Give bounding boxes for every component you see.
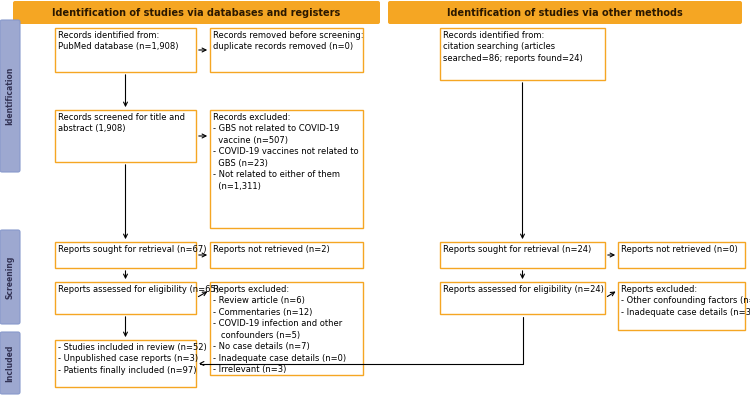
FancyBboxPatch shape — [55, 340, 196, 387]
Text: Screening: Screening — [5, 255, 14, 299]
Text: Identification of studies via other methods: Identification of studies via other meth… — [447, 8, 682, 17]
FancyBboxPatch shape — [210, 282, 363, 375]
FancyBboxPatch shape — [210, 110, 363, 228]
FancyBboxPatch shape — [210, 28, 363, 72]
Text: Reports sought for retrieval (n=24): Reports sought for retrieval (n=24) — [443, 245, 591, 254]
FancyBboxPatch shape — [0, 332, 20, 394]
FancyBboxPatch shape — [55, 28, 196, 72]
FancyBboxPatch shape — [0, 20, 20, 172]
Text: Identification: Identification — [5, 67, 14, 125]
Text: Records screened for title and
abstract (1,908): Records screened for title and abstract … — [58, 113, 185, 134]
Text: Records removed before screening:
duplicate records removed (n=0): Records removed before screening: duplic… — [213, 31, 364, 51]
FancyBboxPatch shape — [210, 242, 363, 268]
FancyBboxPatch shape — [55, 282, 196, 314]
FancyBboxPatch shape — [440, 282, 605, 314]
Text: Reports not retrieved (n=0): Reports not retrieved (n=0) — [621, 245, 738, 254]
FancyBboxPatch shape — [0, 230, 20, 324]
FancyBboxPatch shape — [440, 242, 605, 268]
Text: Reports assessed for eligibility (n=24): Reports assessed for eligibility (n=24) — [443, 285, 604, 294]
Text: Reports excluded:
- Review article (n=6)
- Commentaries (n=12)
- COVID-19 infect: Reports excluded: - Review article (n=6)… — [213, 285, 346, 374]
Text: Records identified from:
citation searching (articles
searched=86; reports found: Records identified from: citation search… — [443, 31, 583, 63]
Text: - Studies included in review (n=52)
- Unpublished case reports (n=3)
- Patients : - Studies included in review (n=52) - Un… — [58, 343, 207, 375]
Text: Reports excluded:
- Other confounding factors (n=1)
- Inadequate case details (n: Reports excluded: - Other confounding fa… — [621, 285, 750, 317]
FancyBboxPatch shape — [55, 110, 196, 162]
Text: Reports not retrieved (n=2): Reports not retrieved (n=2) — [213, 245, 330, 254]
Text: Reports assessed for eligibility (n=65): Reports assessed for eligibility (n=65) — [58, 285, 219, 294]
FancyBboxPatch shape — [55, 242, 196, 268]
Text: Identification of studies via databases and registers: Identification of studies via databases … — [53, 8, 340, 17]
Text: Reports sought for retrieval (n=67): Reports sought for retrieval (n=67) — [58, 245, 206, 254]
FancyBboxPatch shape — [618, 282, 745, 330]
Text: Included: Included — [5, 344, 14, 382]
FancyBboxPatch shape — [618, 242, 745, 268]
Text: Records excluded:
- GBS not related to COVID-19
  vaccine (n=507)
- COVID-19 vac: Records excluded: - GBS not related to C… — [213, 113, 358, 191]
Text: Records identified from:
PubMed database (n=1,908): Records identified from: PubMed database… — [58, 31, 178, 51]
FancyBboxPatch shape — [440, 28, 605, 80]
FancyBboxPatch shape — [13, 1, 380, 24]
FancyBboxPatch shape — [388, 1, 742, 24]
